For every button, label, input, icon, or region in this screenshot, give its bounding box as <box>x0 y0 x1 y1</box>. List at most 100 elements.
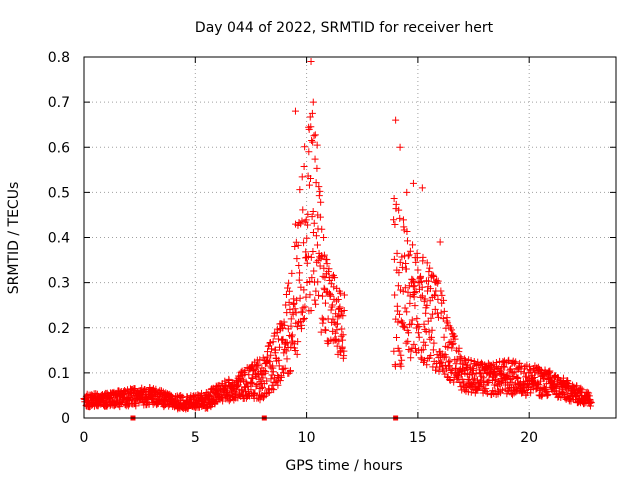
data-point <box>457 370 465 378</box>
data-point <box>304 252 312 260</box>
data-point <box>262 367 270 375</box>
data-point <box>294 241 302 249</box>
data-point <box>287 322 295 330</box>
data-point <box>254 362 262 370</box>
data-point <box>443 314 451 322</box>
data-point <box>317 252 325 260</box>
data-point <box>432 366 440 374</box>
data-point <box>466 379 474 387</box>
data-point <box>452 360 460 368</box>
data-point <box>189 393 197 401</box>
data-point <box>338 343 346 351</box>
data-point <box>340 347 348 355</box>
data-point <box>421 341 429 349</box>
data-point <box>436 358 444 366</box>
data-point <box>238 386 246 394</box>
data-point <box>250 366 258 374</box>
data-point <box>391 221 399 229</box>
data-point <box>209 386 217 394</box>
data-point <box>311 296 319 304</box>
data-point <box>340 306 348 314</box>
data-point <box>410 277 418 285</box>
data-point <box>250 390 258 398</box>
data-point <box>437 359 445 367</box>
data-point <box>299 206 307 214</box>
data-point <box>277 320 285 328</box>
y-tick-label: 0.1 <box>48 366 70 382</box>
data-point <box>400 223 408 231</box>
data-point <box>268 345 276 353</box>
data-point <box>247 378 255 386</box>
data-point <box>321 326 329 334</box>
data-point <box>262 390 270 398</box>
data-point <box>437 309 445 317</box>
data-point <box>339 336 347 344</box>
y-tick-label: 0.5 <box>48 185 70 201</box>
data-point <box>405 329 413 337</box>
data-point <box>292 309 300 317</box>
data-point <box>307 306 315 314</box>
data-point <box>469 365 477 373</box>
chart-title: Day 044 of 2022, SRMTID for receiver her… <box>195 20 494 36</box>
data-point <box>298 321 306 329</box>
data-point <box>304 221 312 229</box>
data-point <box>225 377 233 385</box>
data-point <box>296 269 304 277</box>
data-point <box>535 381 543 389</box>
data-point <box>280 321 288 329</box>
data-point <box>260 394 267 402</box>
data-point <box>270 386 278 394</box>
data-point <box>407 320 415 328</box>
data-point <box>307 175 315 183</box>
data-point <box>312 300 320 308</box>
data-point <box>300 314 308 322</box>
data-point <box>419 253 427 261</box>
data-point <box>292 238 300 246</box>
data-point <box>316 262 324 270</box>
data-point <box>530 374 538 382</box>
data-point <box>325 265 333 273</box>
data-point <box>440 307 448 315</box>
data-point <box>264 348 272 356</box>
data-point <box>406 292 414 300</box>
data-point <box>401 284 409 292</box>
data-point <box>312 179 320 187</box>
data-point <box>426 335 434 343</box>
data-point <box>293 350 301 358</box>
data-point <box>273 377 281 385</box>
data-point <box>501 363 509 371</box>
data-point <box>398 263 406 271</box>
data-point <box>294 338 302 346</box>
data-point <box>480 377 488 385</box>
y-tick-label: 0.7 <box>48 95 70 111</box>
data-point <box>461 355 469 363</box>
data-point <box>494 381 502 389</box>
data-points <box>80 58 595 413</box>
data-point <box>335 337 343 345</box>
data-point <box>288 331 296 339</box>
data-point <box>405 251 413 259</box>
data-point <box>322 326 330 334</box>
data-point <box>321 299 329 307</box>
data-point <box>404 337 412 345</box>
data-point <box>293 323 301 331</box>
data-point <box>296 294 304 302</box>
data-point <box>247 386 255 394</box>
data-point <box>330 283 338 291</box>
y-tick-label: 0.8 <box>48 50 70 66</box>
data-point <box>400 322 408 330</box>
data-point <box>291 305 299 313</box>
data-point <box>396 143 404 151</box>
data-point <box>325 289 333 297</box>
data-point <box>305 148 313 156</box>
data-point <box>434 277 442 285</box>
data-point <box>333 320 341 328</box>
data-point <box>448 344 456 352</box>
data-point <box>440 296 448 304</box>
data-point <box>403 308 411 316</box>
data-point <box>305 181 313 189</box>
data-point <box>276 377 284 385</box>
data-point <box>331 274 339 282</box>
data-point <box>317 328 325 336</box>
data-point <box>429 310 437 318</box>
